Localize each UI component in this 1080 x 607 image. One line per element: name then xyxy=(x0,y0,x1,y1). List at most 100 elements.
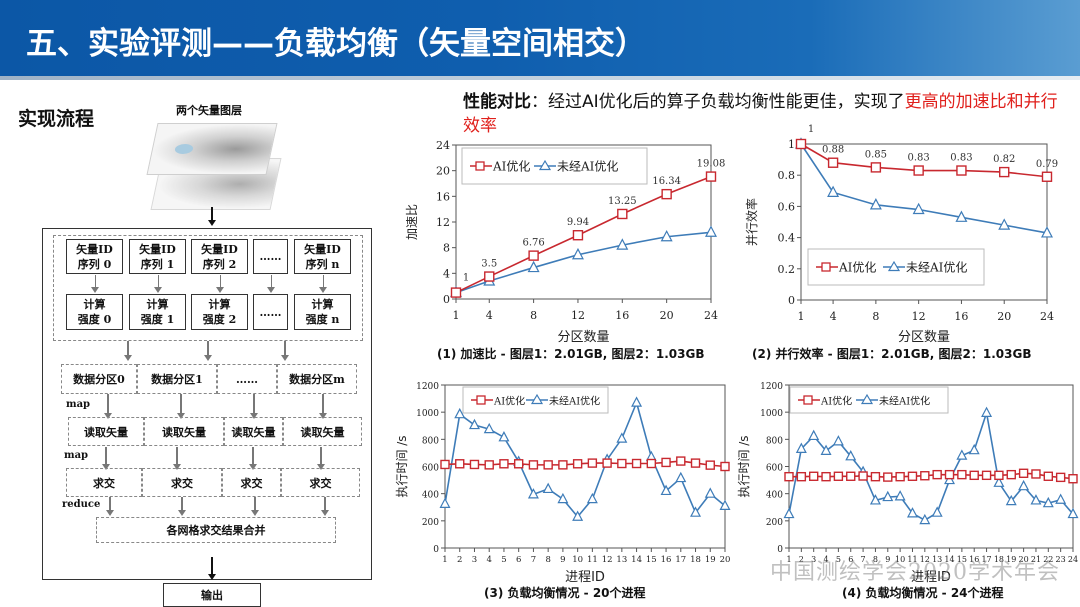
intersect-box: 求交 xyxy=(222,468,281,497)
speedup-chart: 0 4 8 12 16 20 24 1 4 8 12 16 20 24 分区数量 加速比 1 3.5 6.76 9.9… xyxy=(400,135,730,345)
svg-text:AI优化: AI优化 xyxy=(820,395,852,408)
arrow-down-icon xyxy=(249,447,256,470)
svg-text:AI优化: AI优化 xyxy=(492,160,530,174)
svg-text:4: 4 xyxy=(486,555,491,565)
svg-text:分区数量: 分区数量 xyxy=(898,330,950,345)
svg-text:7: 7 xyxy=(531,555,536,565)
svg-text:0.2: 0.2 xyxy=(778,263,796,276)
svg-text:1: 1 xyxy=(442,555,447,565)
svg-text:200: 200 xyxy=(766,518,783,528)
svg-text:未经AI优化: 未经AI优化 xyxy=(557,160,618,174)
intersect-box: 求交 xyxy=(281,468,360,497)
arrow-down-icon xyxy=(178,497,185,516)
arrow-down-icon xyxy=(102,447,109,470)
svg-text:6: 6 xyxy=(848,555,853,564)
intensity-box: 计算 强度 2 xyxy=(191,294,248,330)
svg-text:3: 3 xyxy=(472,555,477,565)
svg-text:并行效率: 并行效率 xyxy=(744,198,759,246)
arrow-down-icon xyxy=(204,341,211,361)
svg-text:20: 20 xyxy=(997,310,1011,323)
arrow-down-icon xyxy=(106,497,113,516)
svg-text:0.83: 0.83 xyxy=(950,153,972,164)
svg-text:执行时间 /s: 执行时间 /s xyxy=(395,435,409,497)
chart-caption: (4) 负载均衡情况 - 24个进程 xyxy=(842,586,1004,600)
partition-box: …… xyxy=(217,364,277,394)
svg-text:18: 18 xyxy=(994,555,1004,564)
svg-text:20: 20 xyxy=(660,309,674,322)
svg-text:进程ID: 进程ID xyxy=(911,570,951,585)
svg-text:10: 10 xyxy=(572,555,583,565)
svg-text:21: 21 xyxy=(1031,555,1041,564)
svg-text:3: 3 xyxy=(811,555,816,564)
svg-text:执行时间 /s: 执行时间 /s xyxy=(737,435,751,497)
svg-text:800: 800 xyxy=(422,436,439,446)
arrow-down-icon xyxy=(319,275,326,293)
svg-text:13.25: 13.25 xyxy=(608,196,637,207)
svg-text:23: 23 xyxy=(1056,555,1066,564)
svg-text:22: 22 xyxy=(1043,555,1053,564)
svg-text:0.88: 0.88 xyxy=(822,145,844,156)
load-balance-20-chart: 0 200 400 600 800 1000 1200 1 2 3 4 5 6 7 8 9 10 11 12 13 14… xyxy=(395,375,740,585)
svg-text:12: 12 xyxy=(912,310,926,323)
performance-summary: 性能对比：经过AI优化后的算子负载均衡性能更佳，实现了更高的加速比和并行效率 xyxy=(463,92,1058,136)
intersect-box: 求交 xyxy=(142,468,222,497)
svg-text:3.5: 3.5 xyxy=(481,259,497,270)
read-vector-box: 读取矢量 xyxy=(144,417,224,446)
svg-text:800: 800 xyxy=(766,436,783,446)
arrow-down-icon xyxy=(124,341,131,361)
svg-text:1000: 1000 xyxy=(760,409,783,419)
svg-text:0.83: 0.83 xyxy=(908,153,930,164)
page-title: 五、实验评测——负载均衡（矢量空间相交） xyxy=(26,26,646,62)
svg-text:2: 2 xyxy=(799,555,804,564)
arrow-down-icon xyxy=(317,447,324,470)
svg-text:10: 10 xyxy=(895,555,905,564)
svg-text:16: 16 xyxy=(615,309,629,322)
reduce-tag: reduce xyxy=(62,499,101,510)
svg-text:5: 5 xyxy=(836,555,841,564)
svg-text:19: 19 xyxy=(705,555,716,565)
svg-text:4: 4 xyxy=(830,310,837,323)
svg-text:600: 600 xyxy=(422,464,439,474)
svg-text:8: 8 xyxy=(545,555,550,565)
arrow-down-icon xyxy=(104,394,111,419)
svg-text:分区数量: 分区数量 xyxy=(557,330,609,345)
chart-caption: (2) 并行效率 - 图层1：2.01GB, 图层2：1.03GB xyxy=(752,347,1032,361)
intensity-box: …… xyxy=(253,294,288,330)
svg-text:11: 11 xyxy=(907,555,917,564)
svg-text:1200: 1200 xyxy=(760,382,783,392)
efficiency-chart: 0 0.2 0.4 0.6 0.8 1 1 4 8 12 16 20 24 分区数量 并行效率 1 0.88 0.… xyxy=(740,124,1080,345)
svg-text:15: 15 xyxy=(646,555,657,565)
svg-text:8: 8 xyxy=(873,555,878,564)
svg-text:进程ID: 进程ID xyxy=(565,570,605,585)
map-tag: map xyxy=(64,450,89,461)
svg-text:未经AI优化: 未经AI优化 xyxy=(906,261,967,275)
svg-text:400: 400 xyxy=(422,491,439,501)
svg-text:18: 18 xyxy=(690,555,701,565)
svg-text:20: 20 xyxy=(720,555,731,565)
svg-text:14: 14 xyxy=(944,555,954,564)
svg-text:1: 1 xyxy=(808,124,814,135)
svg-text:16: 16 xyxy=(954,310,968,323)
svg-text:6.76: 6.76 xyxy=(522,238,544,249)
arrow-down-icon xyxy=(251,497,258,516)
svg-text:16: 16 xyxy=(436,190,450,203)
watermark: 中国测绘学会2020学术年会 xyxy=(770,560,1060,585)
id-sequence-box: 矢量ID 序列 n xyxy=(294,239,351,274)
arrow-down-icon xyxy=(250,394,257,419)
svg-text:20: 20 xyxy=(1019,555,1029,564)
intensity-box: 计算 强度 n xyxy=(294,294,351,330)
intersect-box: 求交 xyxy=(66,468,142,497)
svg-text:0: 0 xyxy=(788,294,795,307)
svg-text:0.8: 0.8 xyxy=(778,169,796,182)
svg-text:8: 8 xyxy=(872,310,879,323)
section-title: 实现流程 xyxy=(18,108,95,130)
arrow-down-icon xyxy=(208,557,215,580)
intensity-box: 计算 强度 0 xyxy=(66,294,123,330)
svg-text:11: 11 xyxy=(587,555,598,565)
svg-text:15: 15 xyxy=(957,555,967,564)
chart-caption: (1) 加速比 - 图层1：2.01GB, 图层2：1.03GB xyxy=(437,347,705,361)
svg-text:6: 6 xyxy=(516,555,521,565)
intensity-box: 计算 强度 1 xyxy=(129,294,186,330)
svg-text:4: 4 xyxy=(823,555,828,564)
svg-text:1000: 1000 xyxy=(416,409,439,419)
